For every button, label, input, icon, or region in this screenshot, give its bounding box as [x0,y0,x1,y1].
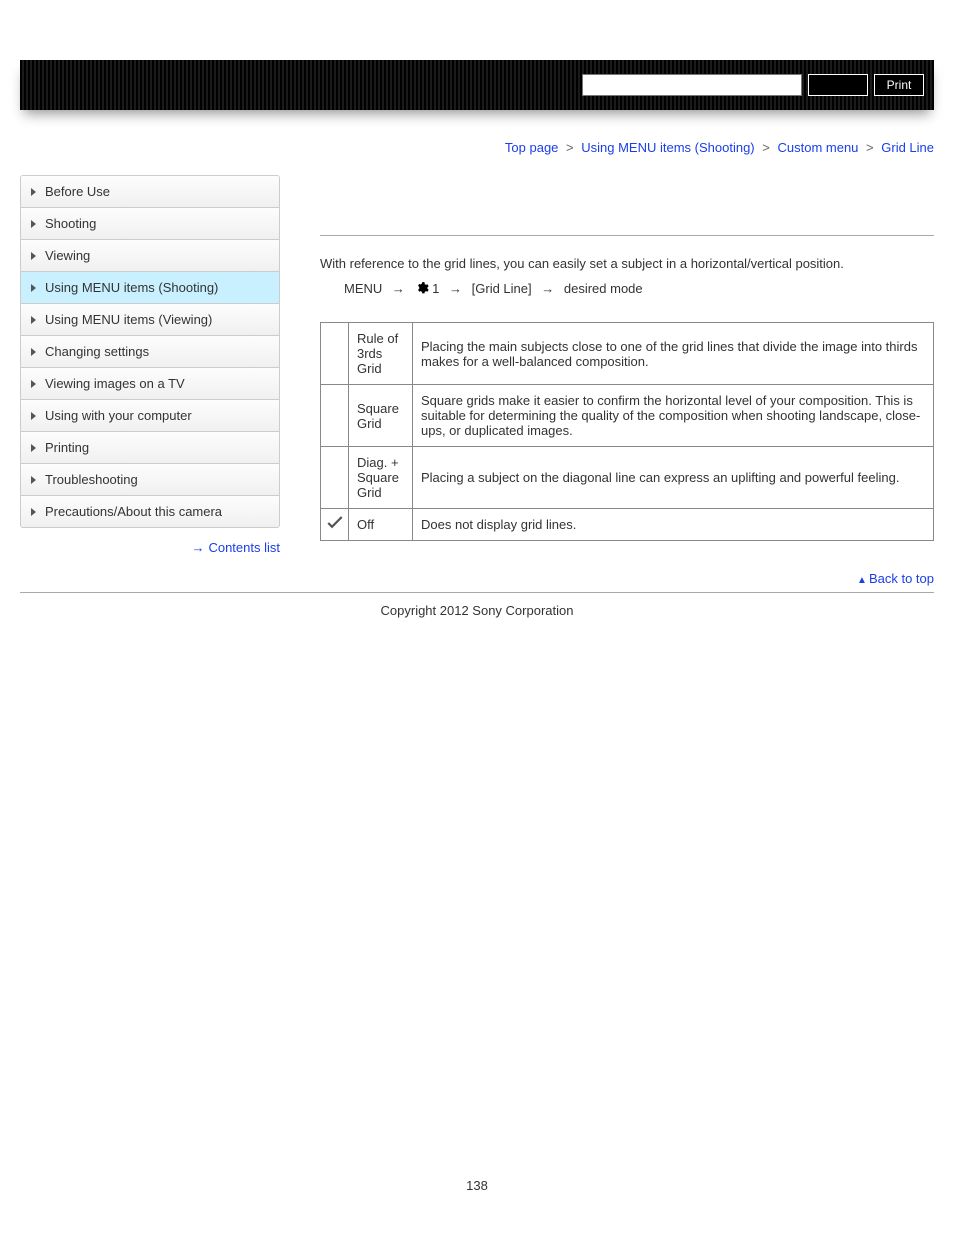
nav-item-menu-viewing[interactable]: Using MENU items (Viewing) [21,304,279,336]
contents-list-link[interactable]: Contents list [208,540,280,555]
menu-dest: desired mode [564,281,643,296]
nav-item-precautions[interactable]: Precautions/About this camera [21,496,279,527]
arrow-icon: → [541,281,554,296]
nav-item-viewing-tv[interactable]: Viewing images on a TV [21,368,279,400]
triangle-up-icon: ▲ [857,575,867,586]
row-name: Off [349,509,413,541]
nav-item-computer[interactable]: Using with your computer [21,400,279,432]
intro-text: With reference to the grid lines, you ca… [320,256,934,271]
table-row: Diag. + Square Grid Placing a subject on… [321,447,934,509]
contents-link-wrap: → Contents list [20,540,280,555]
print-button[interactable]: Print [874,74,924,96]
menu-num: 1 [432,281,439,296]
header-bar: Print [20,60,934,110]
breadcrumb-sep: > [762,140,770,155]
footer-divider [20,592,934,593]
breadcrumb-current: Grid Line [881,140,934,155]
grid-table: Rule of 3rds Grid Placing the main subje… [320,322,934,541]
back-to-top-wrap: ▲Back to top [320,571,934,586]
main-content: With reference to the grid lines, you ca… [280,175,934,586]
row-icon-cell [321,385,349,447]
divider [320,235,934,236]
row-desc: Does not display grid lines. [413,509,934,541]
row-icon-cell [321,323,349,385]
arrow-icon: → [392,281,405,296]
breadcrumb-link-0[interactable]: Top page [505,140,559,155]
arrow-icon: → [449,281,462,296]
menu-item: [Grid Line] [472,281,532,296]
menu-path: MENU → 1 → [Grid Line] → desired mode [320,281,934,298]
row-icon-cell [321,447,349,509]
breadcrumb: Top page > Using MENU items (Shooting) >… [20,140,934,155]
table-row: Rule of 3rds Grid Placing the main subje… [321,323,934,385]
breadcrumb-link-1[interactable]: Using MENU items (Shooting) [581,140,754,155]
nav-item-shooting[interactable]: Shooting [21,208,279,240]
row-name: Square Grid [349,385,413,447]
page-number: 138 [20,1178,934,1193]
check-icon [326,514,344,535]
breadcrumb-sep: > [866,140,874,155]
back-to-top-link[interactable]: Back to top [869,571,934,586]
arrow-right-icon: → [191,540,204,555]
table-row: Off Does not display grid lines. [321,509,934,541]
search-button[interactable] [808,74,868,96]
nav-item-viewing[interactable]: Viewing [21,240,279,272]
row-desc: Placing the main subjects close to one o… [413,323,934,385]
nav-item-changing-settings[interactable]: Changing settings [21,336,279,368]
nav-item-printing[interactable]: Printing [21,432,279,464]
nav-list: Before Use Shooting Viewing Using MENU i… [20,175,280,528]
nav-item-menu-shooting[interactable]: Using MENU items (Shooting) [21,272,279,304]
sidebar: Before Use Shooting Viewing Using MENU i… [20,175,280,555]
table-row: Square Grid Square grids make it easier … [321,385,934,447]
breadcrumb-sep: > [566,140,574,155]
breadcrumb-link-2[interactable]: Custom menu [777,140,858,155]
nav-item-troubleshooting[interactable]: Troubleshooting [21,464,279,496]
gear-icon [415,281,429,298]
row-name: Rule of 3rds Grid [349,323,413,385]
row-icon-cell [321,509,349,541]
nav-item-before-use[interactable]: Before Use [21,176,279,208]
search-input[interactable] [582,74,802,96]
row-name: Diag. + Square Grid [349,447,413,509]
row-desc: Square grids make it easier to confirm t… [413,385,934,447]
row-desc: Placing a subject on the diagonal line c… [413,447,934,509]
copyright: Copyright 2012 Sony Corporation [20,603,934,618]
menu-label: MENU [344,281,382,296]
